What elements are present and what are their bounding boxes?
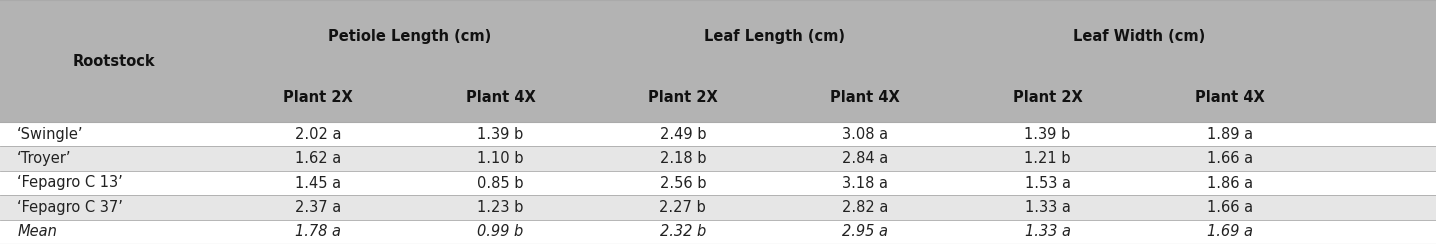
Text: Plant 2X: Plant 2X [283,90,353,105]
Text: ‘Fepagro C 13’: ‘Fepagro C 13’ [17,175,123,191]
Text: 1.78 a: 1.78 a [294,224,342,239]
Text: 1.62 a: 1.62 a [294,151,342,166]
Text: 1.10 b: 1.10 b [477,151,524,166]
Text: Petiole Length (cm): Petiole Length (cm) [327,29,491,44]
Text: 1.39 b: 1.39 b [1024,127,1071,142]
Text: ‘Troyer’: ‘Troyer’ [17,151,72,166]
Text: Leaf Length (cm): Leaf Length (cm) [704,29,844,44]
Text: 2.56 b: 2.56 b [659,175,707,191]
Text: 0.99 b: 0.99 b [477,224,524,239]
Text: Plant 4X: Plant 4X [830,90,900,105]
Text: 1.66 a: 1.66 a [1206,200,1254,215]
Text: 2.37 a: 2.37 a [294,200,342,215]
Text: Plant 4X: Plant 4X [465,90,536,105]
Text: Leaf Width (cm): Leaf Width (cm) [1073,29,1205,44]
Text: 1.66 a: 1.66 a [1206,151,1254,166]
Text: 1.33 a: 1.33 a [1025,200,1070,215]
Text: Plant 4X: Plant 4X [1195,90,1265,105]
Text: 1.39 b: 1.39 b [477,127,524,142]
Text: 1.21 b: 1.21 b [1024,151,1071,166]
Bar [0,73,1436,122]
Text: 1.23 b: 1.23 b [477,200,524,215]
Text: 0.85 b: 0.85 b [477,175,524,191]
Text: 1.89 a: 1.89 a [1206,127,1254,142]
Bar [0,122,1436,146]
Text: 1.53 a: 1.53 a [1024,175,1071,191]
Text: 2.95 a: 2.95 a [841,224,889,239]
Text: 2.18 b: 2.18 b [659,151,707,166]
Text: ‘Swingle’: ‘Swingle’ [17,127,83,142]
Text: 2.27 b: 2.27 b [659,200,707,215]
Text: 1.69 a: 1.69 a [1206,224,1254,239]
Text: 1.33 a: 1.33 a [1024,224,1071,239]
Text: Mean: Mean [17,224,57,239]
Text: 1.86 a: 1.86 a [1206,175,1254,191]
Text: 2.84 a: 2.84 a [841,151,889,166]
Bar [0,195,1436,220]
Text: 1.45 a: 1.45 a [294,175,342,191]
Bar [0,171,1436,195]
Text: Plant 2X: Plant 2X [1012,90,1083,105]
Text: 3.18 a: 3.18 a [841,175,889,191]
Bar [0,220,1436,244]
Text: Rootstock: Rootstock [72,53,155,69]
Text: Plant 2X: Plant 2X [648,90,718,105]
Bar [0,0,1436,73]
Text: ‘Fepagro C 37’: ‘Fepagro C 37’ [17,200,123,215]
Bar [0,146,1436,171]
Text: 2.49 b: 2.49 b [659,127,707,142]
Text: 2.82 a: 2.82 a [841,200,889,215]
Text: 3.08 a: 3.08 a [841,127,889,142]
Text: 2.32 b: 2.32 b [659,224,707,239]
Text: 2.02 a: 2.02 a [294,127,342,142]
